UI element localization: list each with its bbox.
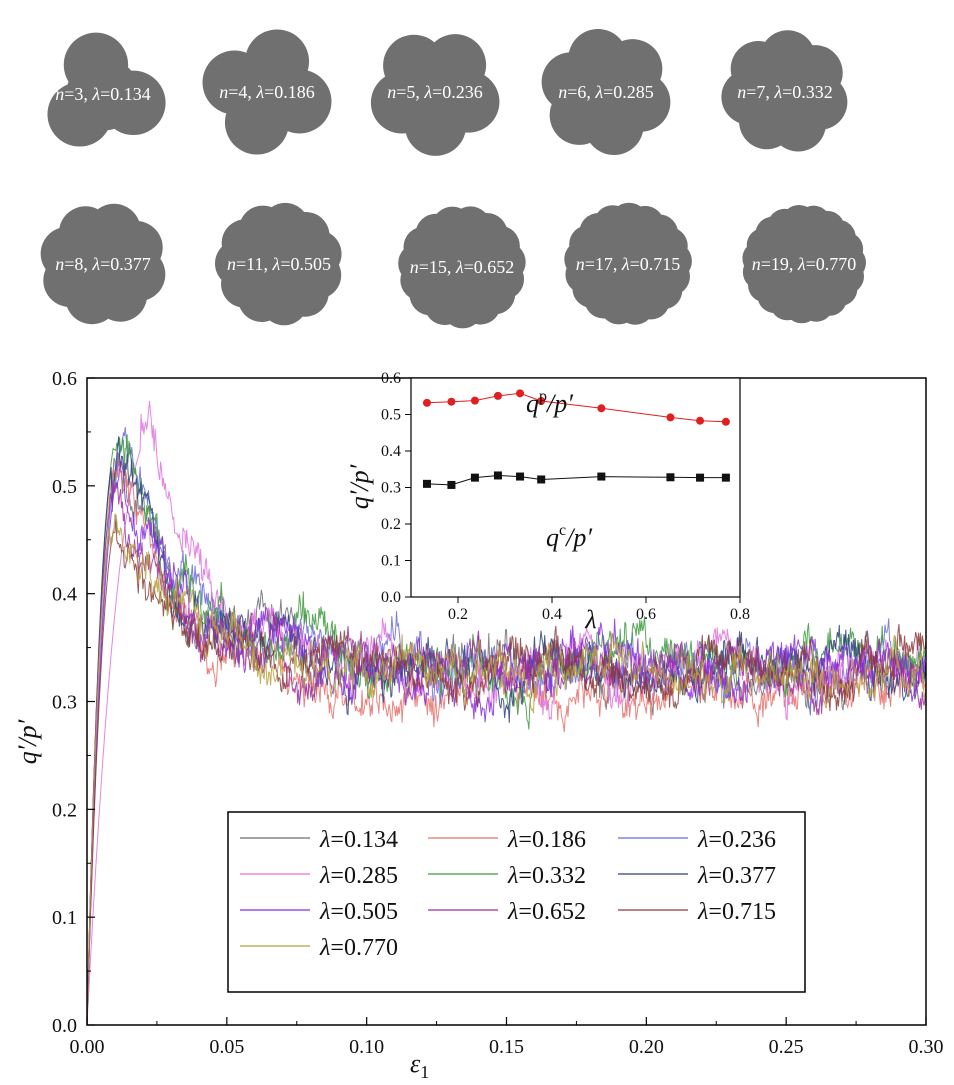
legend-entry: λ=0.332 — [507, 863, 586, 889]
inset-series-label-peak: qp/p′ — [526, 388, 573, 418]
inset-point — [422, 398, 431, 407]
inset-x-axis-title: λ — [584, 605, 596, 634]
inset-point — [516, 389, 525, 398]
inset-point — [597, 472, 606, 481]
inset-point — [493, 471, 502, 480]
inset-y-ticks: 0.0 0.1 0.2 0.3 0.4 0.5 0.6 — [381, 370, 411, 606]
series-line — [86, 513, 927, 1026]
particle-label: n=4, λ=0.186 — [219, 82, 315, 102]
main-y-ticks: 0.0 0.1 0.2 0.3 0.4 0.5 0.6 — [52, 368, 95, 1037]
inset-point — [470, 396, 479, 405]
inset-point — [537, 396, 546, 405]
inset-y-tick-label: 0.1 — [381, 553, 401, 570]
x-tick-label: 0.20 — [629, 1036, 664, 1058]
particle-label: n=19, λ=0.770 — [752, 254, 857, 274]
series-line — [86, 436, 927, 1026]
inset-y-tick-label: 0.2 — [381, 516, 401, 533]
x-tick-label: 0.10 — [349, 1036, 384, 1058]
inset-point — [493, 391, 502, 400]
main-x-axis-title: ε1 — [410, 1049, 429, 1082]
x-tick-label: 0.05 — [209, 1036, 244, 1058]
y-tick-label: 0.3 — [52, 692, 77, 714]
inset-y-axis-title: q′/p′ — [345, 464, 374, 509]
inset-point — [666, 473, 675, 482]
inset-series — [422, 389, 730, 489]
inset-point — [422, 479, 431, 488]
inset-x-tick-label: 0.2 — [448, 606, 468, 623]
particle-shape: n=11, λ=0.505 — [215, 202, 342, 326]
inset-point — [666, 413, 675, 422]
particle-label: n=5, λ=0.236 — [387, 82, 483, 102]
inset-point — [516, 472, 525, 481]
inset-point — [470, 473, 479, 482]
inset-point — [721, 473, 730, 482]
inset-plot-frame — [410, 377, 741, 598]
legend-entry: λ=0.134 — [319, 827, 398, 853]
inset-series-line — [426, 474, 726, 486]
inset-series-line — [426, 392, 726, 423]
inset-y-tick-label: 0.3 — [381, 480, 401, 497]
y-tick-label: 0.6 — [52, 368, 77, 390]
y-tick-label: 0.5 — [52, 476, 77, 498]
legend-entry: λ=0.186 — [507, 827, 586, 853]
inset-point — [447, 480, 456, 489]
particle-shape: n=5, λ=0.236 — [370, 34, 500, 156]
legend-box — [227, 811, 806, 993]
inset-point — [696, 473, 705, 482]
legend-entry: λ=0.715 — [697, 899, 776, 925]
particle-shape: n=19, λ=0.770 — [742, 204, 866, 324]
legend-entry: λ=0.770 — [319, 935, 398, 961]
particle-label: n=17, λ=0.715 — [576, 254, 681, 274]
particle-label: n=6, λ=0.285 — [558, 82, 654, 102]
particle-label: n=3, λ=0.134 — [55, 84, 151, 104]
x-tick-label: 0.00 — [70, 1036, 105, 1058]
particle-label: n=8, λ=0.377 — [55, 254, 151, 274]
inset-y-tick-label: 0.6 — [381, 370, 401, 387]
inset-point — [537, 475, 546, 484]
inset-x-tick-label: 0.8 — [730, 606, 750, 623]
main-x-ticks: 0.00 0.05 0.10 0.15 0.20 0.25 0.30 — [70, 1017, 944, 1058]
particle-shapes: n=3, λ=0.134 n=4, λ=0.186 n=5, λ=0.236 n=6,… — [40, 29, 866, 329]
inset-x-tick-label: 0.4 — [542, 606, 562, 623]
main-series-lines — [86, 400, 927, 1026]
x-tick-label: 0.15 — [489, 1036, 524, 1058]
x-tick-label: 0.25 — [769, 1036, 804, 1058]
inset-x-tick-label: 0.6 — [636, 606, 656, 623]
y-tick-label: 0.1 — [52, 907, 77, 929]
inset-y-tick-label: 0.0 — [381, 589, 401, 606]
particle-shape: n=15, λ=0.652 — [398, 206, 526, 329]
particle-shape: n=4, λ=0.186 — [202, 29, 332, 155]
inset-point — [696, 416, 705, 425]
particle-label: n=7, λ=0.332 — [737, 82, 833, 102]
inset-point — [597, 404, 606, 413]
x-tick-label: 0.30 — [909, 1036, 944, 1058]
particle-label: n=11, λ=0.505 — [227, 254, 331, 274]
y-tick-label: 0.4 — [52, 584, 77, 606]
legend-entry: λ=0.285 — [319, 863, 398, 889]
inset-series-label-critical: qc/p′ — [546, 522, 592, 552]
legend-entry: λ=0.652 — [507, 899, 586, 925]
main-y-axis-title: q′/p′ — [13, 719, 42, 764]
legend-entry: λ=0.505 — [319, 899, 398, 925]
particle-shape: n=17, λ=0.715 — [564, 202, 692, 325]
particle-shape: n=6, λ=0.285 — [541, 29, 671, 155]
main-chart: 0.00 0.05 0.10 0.15 0.20 0.25 0.30 0.00.10.20.… — [13, 368, 944, 1082]
inset-y-tick-label: 0.5 — [381, 407, 401, 424]
legend-entry: λ=0.236 — [697, 827, 776, 853]
y-tick-label: 0.2 — [52, 799, 77, 821]
legend: λ=0.134 λ=0.186 λ=0.236 λ=0.285 λ=0.332 λ=0.3… — [227, 811, 806, 993]
inset-point — [721, 417, 730, 426]
inset-point — [447, 397, 456, 406]
particle-shape: n=3, λ=0.134 — [47, 32, 166, 147]
y-tick-label: 0.0 — [52, 1015, 77, 1037]
inset-chart: 0.2 0.4 0.6 0.8 0.0 0.1 0.2 0.3 0.4 0.5 0.6 λ q′/… — [345, 370, 750, 634]
particle-label: n=15, λ=0.652 — [410, 257, 515, 277]
legend-entry: λ=0.377 — [697, 863, 776, 889]
inset-y-tick-label: 0.4 — [381, 443, 401, 460]
inset-x-ticks: 0.2 0.4 0.6 0.8 — [448, 597, 750, 623]
particle-shape: n=7, λ=0.332 — [721, 30, 848, 152]
particle-shape: n=8, λ=0.377 — [40, 203, 166, 325]
